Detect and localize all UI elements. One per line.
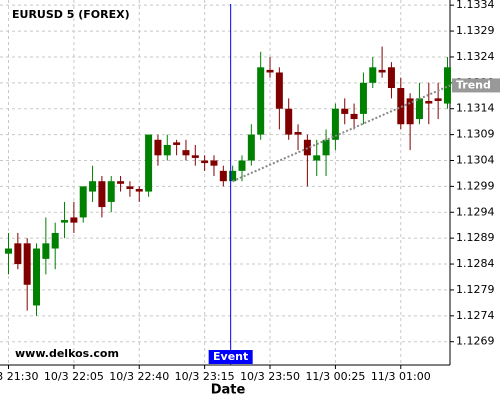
candle-body xyxy=(5,248,12,254)
candle-body xyxy=(135,188,143,192)
candle-body xyxy=(107,181,115,202)
candle-body xyxy=(182,150,190,156)
candle-body xyxy=(145,134,153,192)
candle-body xyxy=(238,160,246,171)
candle-body xyxy=(359,82,367,114)
y-tick-label: 1.1329 xyxy=(456,24,495,37)
y-tick-label: 1.1334 xyxy=(456,0,495,11)
candle-body xyxy=(61,220,69,223)
candle-body xyxy=(89,181,97,192)
candle-body xyxy=(266,69,274,73)
candle-body xyxy=(98,181,106,208)
y-tick-label: 1.1289 xyxy=(456,231,495,244)
y-tick-label: 1.1309 xyxy=(456,128,495,141)
y-tick-label: 1.1269 xyxy=(456,335,495,348)
candle-body xyxy=(434,98,442,101)
candle-body xyxy=(33,248,41,306)
candle-body xyxy=(70,217,78,223)
candle-body xyxy=(247,134,255,161)
candle-body xyxy=(42,243,50,259)
watermark: www.delkos.com xyxy=(15,347,119,360)
candle-body xyxy=(201,160,209,164)
candle-body xyxy=(163,144,171,156)
y-tick-label: 1.1324 xyxy=(456,50,495,63)
y-tick-label: 1.1279 xyxy=(456,283,495,296)
candle-body xyxy=(14,243,22,265)
candle-body xyxy=(219,170,227,182)
candle-body xyxy=(378,69,386,73)
candle-body xyxy=(210,160,218,166)
trend-label: Trend xyxy=(456,78,491,91)
event-label-box xyxy=(208,350,253,364)
candle-body xyxy=(229,170,237,182)
candle-body xyxy=(425,100,433,104)
y-tick-label: 1.1299 xyxy=(456,179,495,192)
trend-label-box xyxy=(452,78,500,93)
x-tick-label: 10/3 21:30 xyxy=(0,370,38,383)
candle-body xyxy=(443,67,451,104)
candle-body xyxy=(285,108,293,135)
x-tick-label: 10/3 22:05 xyxy=(44,370,104,383)
y-tick-label: 1.1284 xyxy=(456,257,495,270)
candle-body xyxy=(23,243,31,285)
candle-body xyxy=(79,186,87,218)
candle-body xyxy=(331,108,339,140)
candle-body xyxy=(294,132,302,135)
candle-body xyxy=(313,155,321,161)
x-tick-label: 10/3 22:40 xyxy=(109,370,169,383)
x-tick-label: 10/3 23:15 xyxy=(175,370,235,383)
y-tick-label: 1.1274 xyxy=(456,309,495,322)
candle-body xyxy=(369,67,377,83)
plot: 1.1269 1.1274 1.1279 1.1284 1.1289 1.1294 1.12… xyxy=(0,0,500,383)
candle-body xyxy=(415,98,423,120)
candle-body xyxy=(406,98,414,125)
candle-body xyxy=(257,67,265,135)
x-tick-label: 11/3 01:00 xyxy=(371,370,431,383)
candle-body xyxy=(126,186,134,189)
candle-body xyxy=(341,108,349,114)
candle-body xyxy=(350,113,358,120)
candle-body xyxy=(275,72,283,109)
y-tick-label: 1.1314 xyxy=(456,102,495,115)
trend-line xyxy=(232,84,451,183)
candle-body xyxy=(387,67,395,89)
candle-body xyxy=(51,232,59,249)
candle-body xyxy=(322,139,330,156)
candle-body xyxy=(154,139,162,156)
y-tick-label: 1.1294 xyxy=(456,205,495,218)
candle-body xyxy=(191,155,199,158)
candle-body xyxy=(173,142,181,145)
event-label: Event xyxy=(213,350,248,363)
x-tick-label: 10/3 23:50 xyxy=(240,370,300,383)
y-tick-label: 1.1304 xyxy=(456,153,495,166)
x-tick-label: 11/3 00:25 xyxy=(305,370,365,383)
x-axis-label: Date xyxy=(211,383,246,398)
chart-title: EURUSD 5 (FOREX) xyxy=(12,8,130,21)
candle-body xyxy=(117,181,125,184)
